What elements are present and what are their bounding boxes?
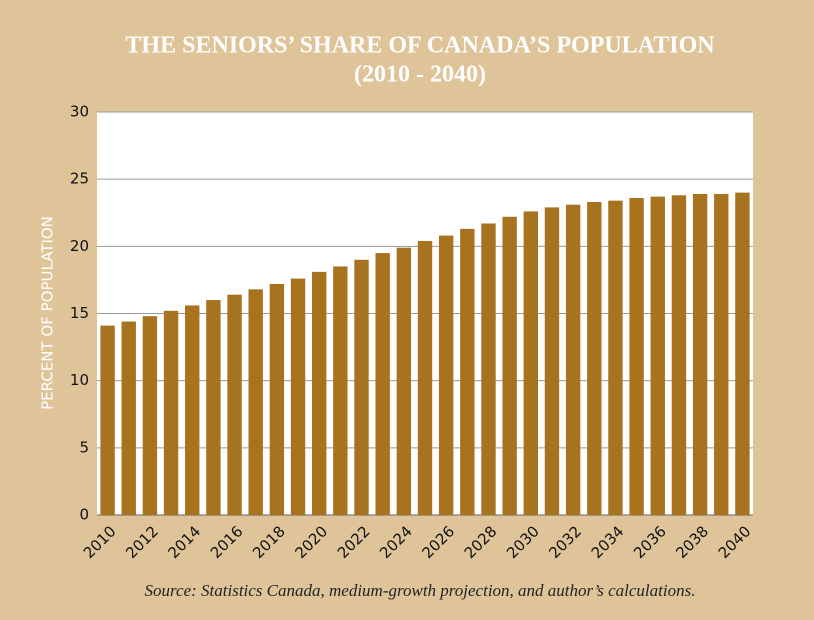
x-tick-label: 2026 [418,522,458,562]
y-tick-label: 30 [70,103,89,121]
chart-subtitle: (2010 - 2040) [354,62,486,88]
x-tick-label: 2028 [461,522,501,562]
bar [311,271,327,515]
bar [396,247,412,515]
x-tick-label: 2030 [503,522,543,562]
y-tick-label: 5 [79,438,89,456]
bar [227,294,242,515]
x-tick-label: 2024 [376,522,416,562]
bar [142,316,158,515]
bar [714,193,729,515]
x-tick-label: 2036 [630,522,670,562]
bar [460,228,475,515]
bar [185,305,200,515]
x-tick-label: 2038 [672,522,712,562]
y-axis-label: PERCENT OF POPULATION [39,216,57,410]
x-tick-label: 2022 [334,522,374,562]
bar [735,192,750,515]
x-tick-label: 2032 [545,522,585,562]
bar [502,216,517,515]
bar [587,202,602,515]
y-tick-label: 25 [70,170,89,188]
bar [248,289,263,515]
bar [375,253,390,516]
bar [692,193,708,515]
x-tick-label: 2010 [80,522,120,562]
chart-title: THE SENIORS’ SHARE OF CANADA’S POPULATIO… [125,33,715,59]
y-tick-label: 15 [70,304,89,322]
bar [206,300,221,515]
bar [100,325,115,515]
bar [121,321,136,515]
x-tick-label: 2012 [122,522,162,562]
bar [354,259,369,515]
source-note: Source: Statistics Canada, medium-growth… [145,581,696,600]
bar [671,195,687,515]
bar [481,223,496,515]
bar [333,266,348,515]
bar [269,283,285,515]
bar [544,207,560,516]
bar [608,200,623,515]
x-tick-label: 2040 [715,522,755,562]
x-tick-label: 2020 [291,522,331,562]
x-tick-label: 2034 [588,522,628,562]
bar [163,310,179,515]
bar [629,197,644,515]
bar [523,211,539,515]
y-tick-label: 0 [79,506,89,524]
bar [417,240,433,515]
bar [650,196,665,515]
y-tick-label: 10 [70,371,89,389]
x-tick-label: 2016 [207,522,247,562]
bar [290,278,306,515]
bar [438,235,454,515]
y-tick-label: 20 [70,237,89,255]
x-tick-label: 2014 [165,522,205,562]
x-tick-label: 2018 [249,522,289,562]
bar [565,204,581,515]
